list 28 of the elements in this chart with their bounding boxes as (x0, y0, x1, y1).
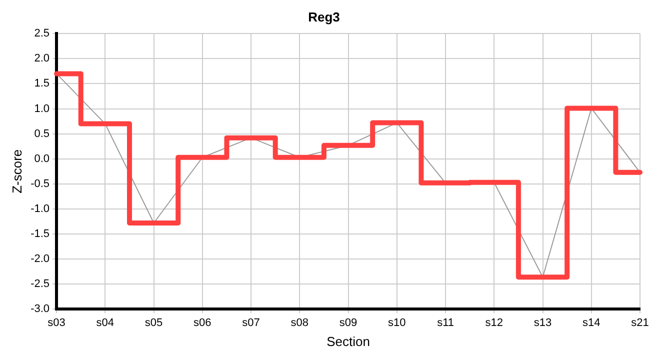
x-tick-label: s14 (582, 316, 600, 329)
x-tick-label: s10 (388, 316, 406, 329)
x-tick-label: s08 (290, 316, 309, 329)
y-tick-label: -2.0 (30, 253, 50, 266)
y-tick-label: 1.0 (34, 102, 50, 115)
x-axis-title: Section (326, 334, 370, 349)
y-tick-label: -0.5 (30, 178, 50, 190)
x-tick-label: s04 (96, 316, 114, 329)
x-tick-label: s05 (144, 316, 163, 329)
y-tick-label: -2.5 (30, 278, 50, 290)
y-tick-label: -1.5 (30, 228, 50, 240)
x-tick-label: s09 (339, 316, 358, 329)
y-axis-title: Z-score (9, 149, 24, 194)
x-tick-label: s11 (437, 316, 454, 329)
x-tick-label: s06 (194, 316, 212, 329)
chart-title: Reg3 (308, 9, 340, 24)
y-tick-label: 1.5 (34, 78, 50, 90)
y-tick-label: -3.0 (30, 303, 50, 316)
x-tick-label: s13 (534, 316, 552, 329)
x-tick-label: s12 (485, 316, 504, 329)
y-tick-label: 0.0 (34, 152, 50, 165)
y-tick-label: 2.5 (34, 28, 50, 40)
y-tick-label: -1.0 (30, 203, 50, 216)
x-tick-label: s03 (48, 316, 66, 329)
y-tick-label: 2.0 (34, 52, 50, 65)
x-tick-label: s21 (631, 316, 649, 329)
x-tick-label: s07 (242, 316, 260, 329)
y-tick-label: 0.5 (34, 128, 50, 140)
